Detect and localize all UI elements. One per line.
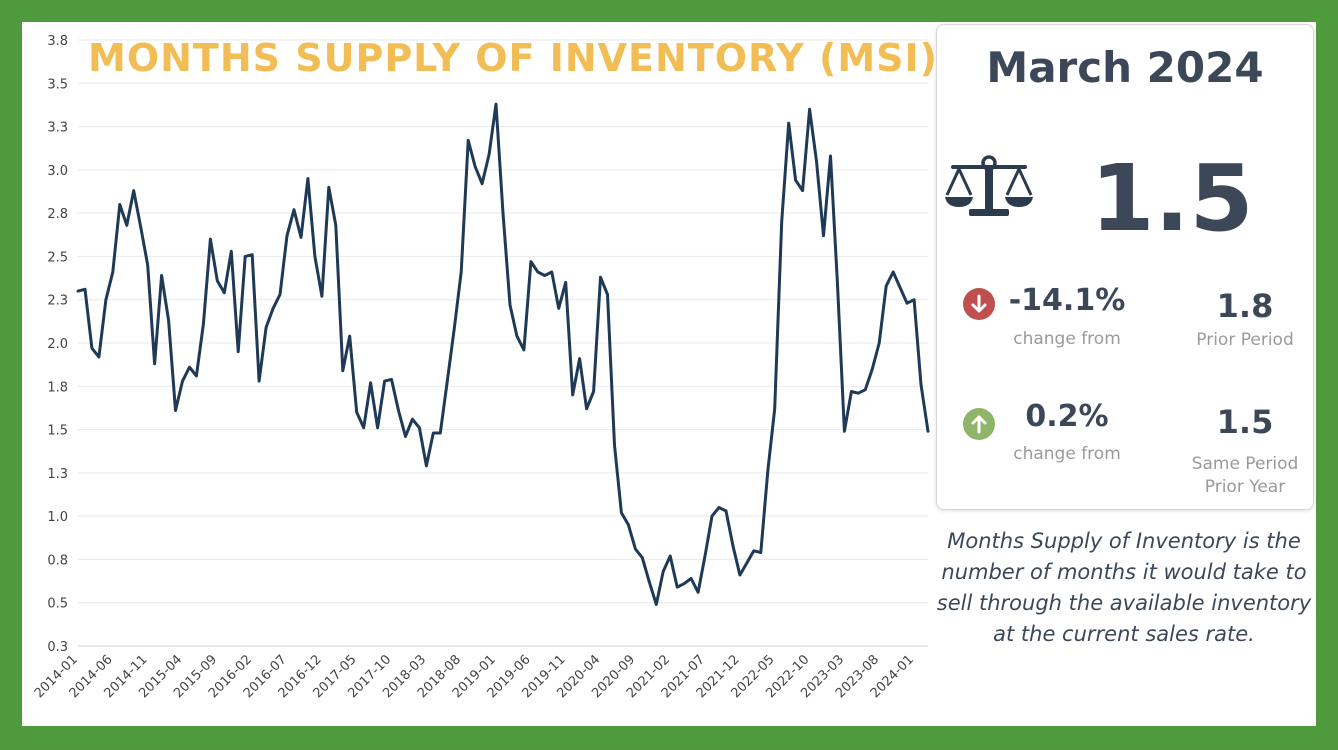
card-period: March 2024 (986, 43, 1264, 92)
y-tick-label: 1.0 (47, 510, 68, 525)
y-tick-label: 3.0 (47, 164, 68, 179)
arrow-down-icon (963, 288, 995, 320)
y-tick-label: 2.8 (47, 207, 68, 222)
prior-period-label: Prior Period (1196, 330, 1294, 350)
change-from-prior-year-pct: 0.2% (1025, 399, 1109, 434)
y-tick-label: 0.8 (47, 553, 68, 568)
y-tick-label: 3.8 (47, 34, 68, 49)
same-period-prior-year-value: 1.5 (1216, 403, 1274, 441)
main-msi-value: 1.5 (1090, 145, 1254, 252)
y-tick-label: 3.3 (47, 121, 68, 136)
y-tick-label: 1.8 (47, 380, 68, 395)
y-tick-label: 2.5 (47, 250, 68, 265)
arrow-up-icon (963, 408, 995, 440)
scale-icon (945, 155, 1033, 216)
y-tick-label: 3.5 (47, 77, 68, 92)
stat-card: March 2024 1.5 -14.1% change from 1.8 Pr… (936, 24, 1314, 510)
prior-year-label: Prior Year (1204, 477, 1286, 497)
prior-period-value: 1.8 (1216, 287, 1274, 325)
change-from-label: change from (1013, 444, 1121, 464)
y-tick-label: 0.5 (47, 597, 68, 612)
msi-line-chart: 3.8 3.5 3.3 3.0 2.8 2.5 2.3 2.0 1.8 1.5 1.3 1.0 0.8 0… (32, 34, 930, 701)
msi-series-line (76, 102, 930, 606)
y-tick-label: 0.3 (47, 640, 68, 655)
y-tick-label: 2.0 (47, 337, 68, 352)
change-from-label: change from (1013, 329, 1121, 349)
y-tick-label: 1.5 (47, 424, 68, 439)
chart-title: MONTHS SUPPLY OF INVENTORY (MSI) (88, 36, 939, 80)
same-period-label: Same Period (1191, 454, 1299, 474)
y-tick-label: 1.3 (47, 467, 68, 482)
msi-description: Months Supply of Inventory is the number… (936, 529, 1312, 646)
y-tick-label: 2.3 (47, 294, 68, 309)
change-from-prior-period-pct: -14.1% (1008, 283, 1126, 318)
infographic-frame: 3.8 3.5 3.3 3.0 2.8 2.5 2.3 2.0 1.8 1.5 1.3 1.0 0.8 0… (22, 22, 1316, 726)
